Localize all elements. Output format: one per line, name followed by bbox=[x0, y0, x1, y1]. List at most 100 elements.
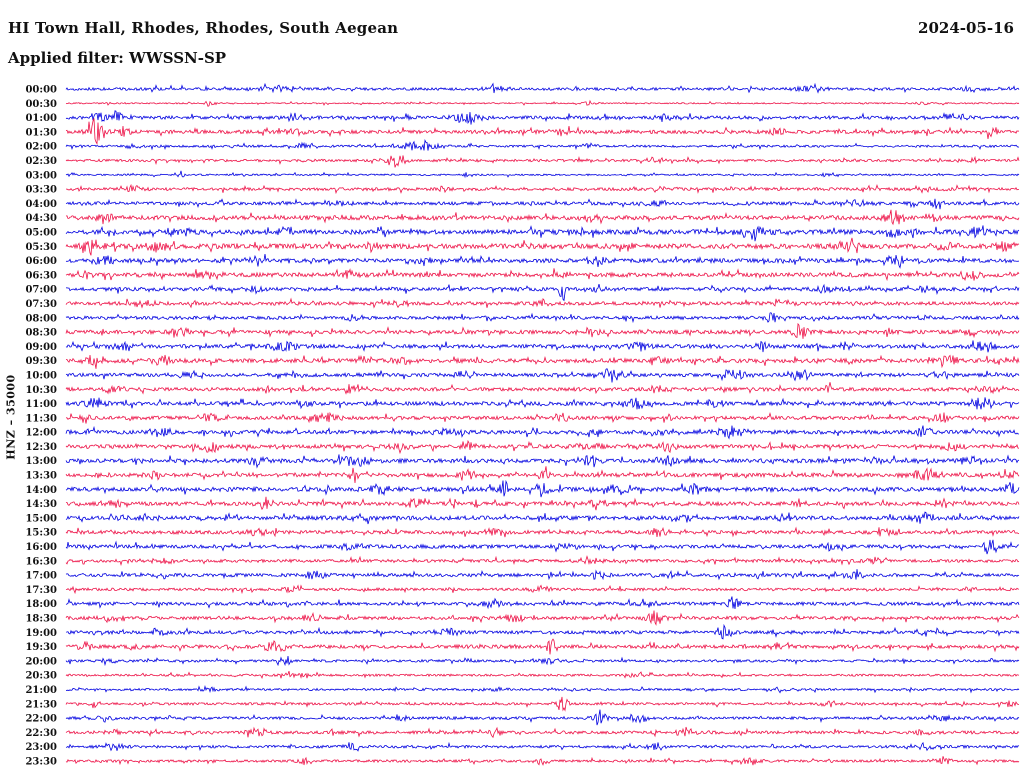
time-label-13:30: 13:30 bbox=[25, 471, 57, 482]
trace-15:00 bbox=[65, 511, 1020, 525]
trace-04:00 bbox=[65, 198, 1020, 210]
time-label-17:30: 17:30 bbox=[25, 585, 57, 596]
time-label-11:30: 11:30 bbox=[25, 413, 57, 424]
trace-05:30 bbox=[65, 237, 1020, 256]
time-label-09:00: 09:00 bbox=[25, 342, 57, 353]
time-label-05:00: 05:00 bbox=[25, 228, 57, 239]
time-label-08:00: 08:00 bbox=[25, 313, 57, 324]
trace-23:00 bbox=[65, 741, 1020, 752]
trace-17:00 bbox=[65, 569, 1020, 581]
time-label-20:30: 20:30 bbox=[25, 671, 57, 682]
time-label-18:00: 18:00 bbox=[25, 599, 57, 610]
time-label-19:00: 19:00 bbox=[25, 628, 57, 639]
trace-19:30 bbox=[65, 638, 1020, 655]
time-label-04:30: 04:30 bbox=[25, 213, 57, 224]
trace-11:00 bbox=[65, 397, 1020, 410]
station-title: HI Town Hall, Rhodes, Rhodes, South Aege… bbox=[8, 19, 399, 37]
time-label-02:30: 02:30 bbox=[25, 156, 57, 167]
trace-22:00 bbox=[65, 709, 1020, 726]
applied-filter-label: Applied filter: WWSSN-SP bbox=[8, 49, 227, 67]
trace-16:00 bbox=[65, 539, 1020, 555]
time-label-19:30: 19:30 bbox=[25, 642, 57, 653]
time-label-12:00: 12:00 bbox=[25, 428, 57, 439]
trace-20:00 bbox=[65, 655, 1020, 667]
trace-21:00 bbox=[65, 685, 1020, 694]
trace-20:30 bbox=[65, 670, 1020, 679]
trace-03:30 bbox=[65, 183, 1019, 195]
trace-08:00 bbox=[65, 312, 1020, 324]
trace-02:00 bbox=[65, 138, 1020, 151]
trace-10:30 bbox=[65, 382, 1020, 395]
time-label-23:30: 23:30 bbox=[25, 757, 57, 768]
trace-04:30 bbox=[65, 209, 1020, 226]
time-label-06:30: 06:30 bbox=[25, 270, 57, 281]
time-label-14:00: 14:00 bbox=[25, 485, 57, 496]
time-label-14:30: 14:30 bbox=[25, 499, 57, 510]
time-label-02:00: 02:00 bbox=[25, 142, 57, 153]
time-label-18:30: 18:30 bbox=[25, 614, 57, 625]
time-label-07:00: 07:00 bbox=[25, 285, 57, 296]
trace-06:30 bbox=[65, 268, 1020, 282]
time-label-06:00: 06:00 bbox=[25, 256, 57, 267]
time-label-01:00: 01:00 bbox=[25, 113, 57, 124]
time-label-10:30: 10:30 bbox=[25, 385, 57, 396]
time-label-05:30: 05:30 bbox=[25, 242, 57, 253]
time-label-22:30: 22:30 bbox=[25, 728, 57, 739]
time-label-17:00: 17:00 bbox=[25, 571, 57, 582]
trace-14:00 bbox=[65, 479, 1020, 498]
time-label-22:00: 22:00 bbox=[25, 714, 57, 725]
trace-14:30 bbox=[65, 496, 1020, 511]
time-label-20:00: 20:00 bbox=[25, 656, 57, 667]
time-label-12:30: 12:30 bbox=[25, 442, 57, 453]
trace-19:00 bbox=[65, 623, 1020, 640]
trace-12:30 bbox=[65, 439, 1020, 455]
trace-02:30 bbox=[65, 155, 1020, 168]
trace-17:30 bbox=[65, 584, 1019, 595]
trace-09:30 bbox=[65, 354, 1020, 369]
trace-23:30 bbox=[65, 756, 1020, 766]
time-label-10:00: 10:00 bbox=[25, 371, 57, 382]
time-label-15:30: 15:30 bbox=[25, 528, 57, 539]
time-label-03:00: 03:00 bbox=[25, 170, 57, 181]
trace-09:00 bbox=[65, 340, 1020, 353]
time-label-16:30: 16:30 bbox=[25, 556, 57, 567]
time-label-00:00: 00:00 bbox=[25, 85, 57, 96]
time-label-00:30: 00:30 bbox=[25, 99, 57, 110]
trace-18:30 bbox=[65, 610, 1020, 626]
time-label-21:30: 21:30 bbox=[25, 699, 57, 710]
trace-15:30 bbox=[65, 526, 1020, 538]
trace-10:00 bbox=[65, 368, 1020, 383]
trace-11:30 bbox=[66, 411, 1020, 424]
time-label-01:30: 01:30 bbox=[25, 127, 57, 138]
time-label-23:00: 23:00 bbox=[25, 742, 57, 753]
trace-01:00 bbox=[65, 110, 1020, 125]
trace-07:00 bbox=[65, 283, 1020, 302]
time-label-15:00: 15:00 bbox=[25, 513, 57, 524]
trace-08:30 bbox=[65, 322, 1020, 339]
time-label-07:30: 07:30 bbox=[25, 299, 57, 310]
trace-03:00 bbox=[65, 170, 1020, 179]
time-label-11:00: 11:00 bbox=[25, 399, 57, 410]
trace-00:00 bbox=[65, 82, 1020, 94]
trace-12:00 bbox=[65, 425, 1020, 440]
time-label-16:00: 16:00 bbox=[25, 542, 57, 553]
time-label-04:00: 04:00 bbox=[25, 199, 57, 210]
trace-01:30 bbox=[65, 118, 1020, 146]
trace-21:30 bbox=[65, 696, 1020, 712]
plot-date: 2024-05-16 bbox=[918, 19, 1014, 37]
time-label-03:30: 03:30 bbox=[25, 185, 57, 196]
trace-16:30 bbox=[65, 555, 1020, 567]
trace-13:30 bbox=[65, 466, 1020, 484]
trace-22:30 bbox=[65, 726, 1020, 739]
trace-13:00 bbox=[65, 454, 1020, 469]
trace-18:00 bbox=[65, 596, 1020, 610]
time-label-08:30: 08:30 bbox=[25, 328, 57, 339]
trace-06:00 bbox=[65, 254, 1020, 269]
trace-07:30 bbox=[65, 297, 1020, 309]
time-label-09:30: 09:30 bbox=[25, 356, 57, 367]
trace-05:00 bbox=[65, 225, 1020, 242]
time-label-21:00: 21:00 bbox=[25, 685, 57, 696]
time-label-13:00: 13:00 bbox=[25, 456, 57, 467]
